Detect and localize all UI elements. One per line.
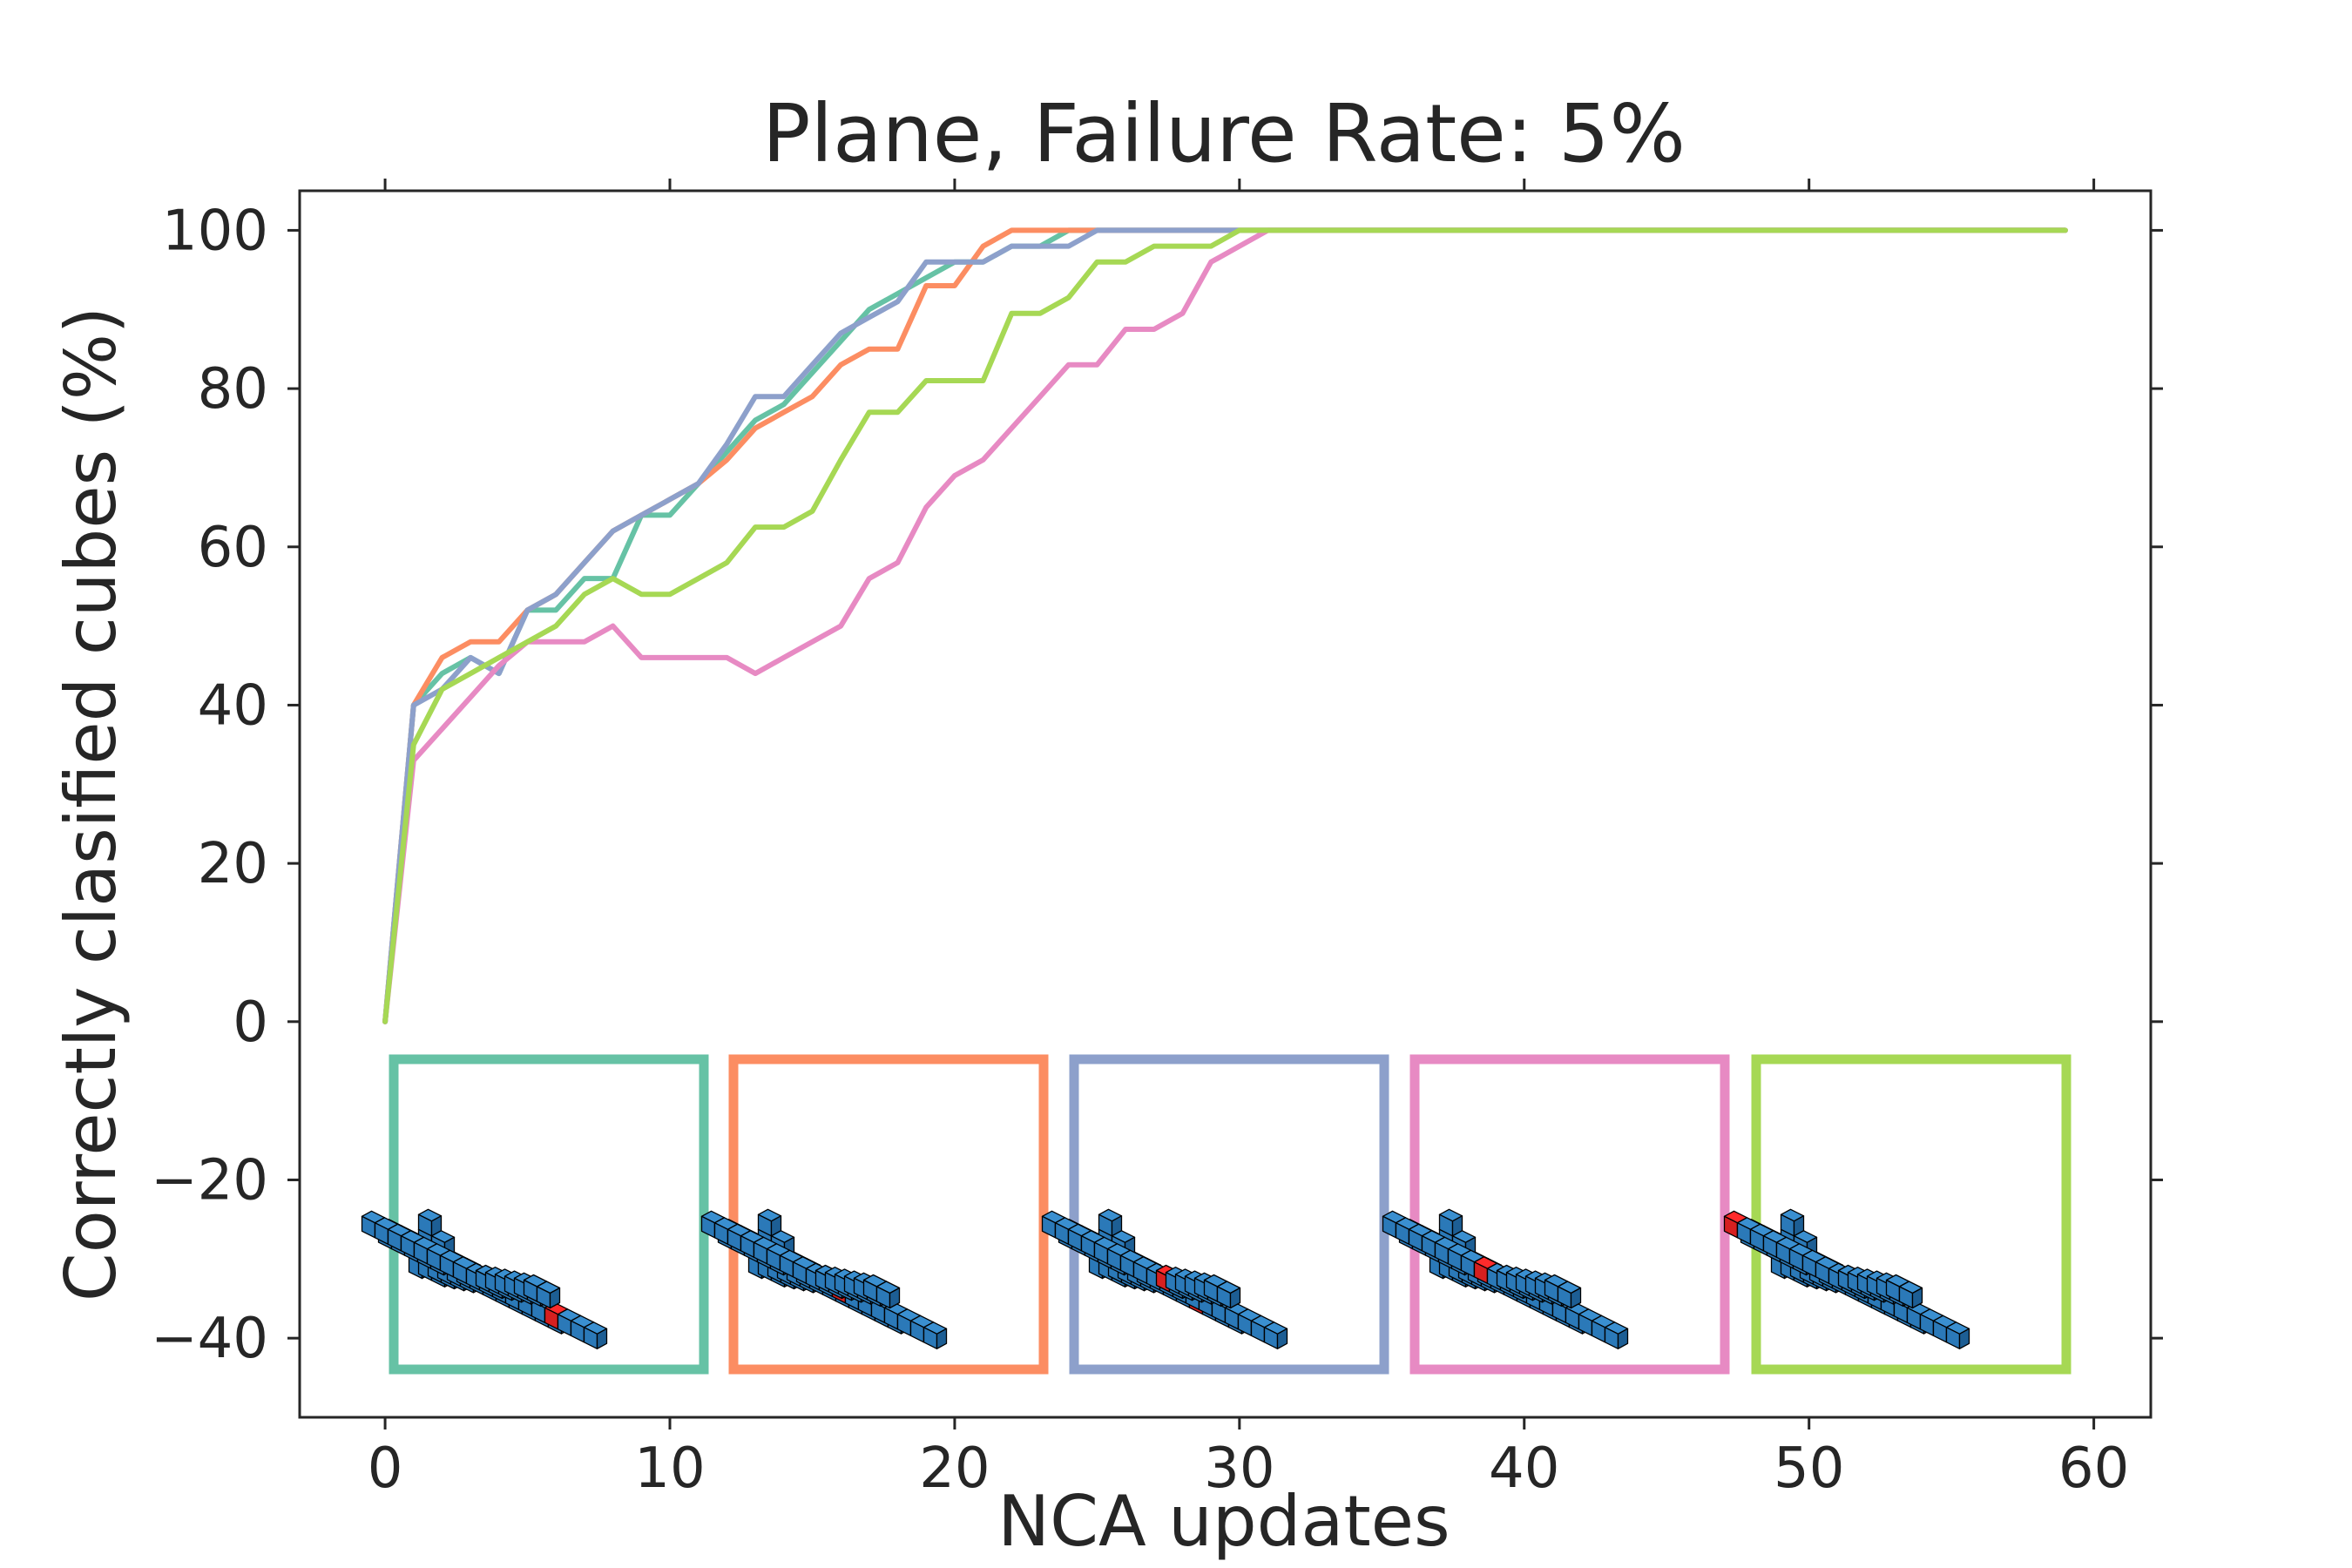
x-tick-label: 60 [2058, 1436, 2129, 1501]
y-tick-label: −40 [151, 1307, 268, 1371]
voxel-cube [1780, 1208, 1805, 1237]
x-tick-label: 30 [1204, 1436, 1274, 1501]
plot-frame [298, 189, 2153, 1419]
y-tick-label: 60 [198, 516, 268, 580]
chart-title: Plane, Failure Rate: 5% [762, 87, 1686, 180]
voxel-cube [583, 1321, 608, 1349]
voxel-cube [536, 1281, 561, 1309]
voxel-cube [875, 1281, 901, 1309]
series-line-run-5 [382, 227, 2068, 1024]
series-line-run-4 [382, 227, 2068, 1024]
voxel-cube [1438, 1208, 1463, 1237]
voxel-cube [757, 1208, 782, 1237]
inset-run-3 [1041, 1054, 1389, 1375]
voxel-cube [1557, 1281, 1582, 1309]
x-tick-label: 20 [919, 1436, 990, 1501]
voxel-cube [1945, 1321, 1970, 1349]
voxel-cube [1263, 1321, 1288, 1349]
x-tick-label: 50 [1774, 1436, 1844, 1501]
y-axis-label: Correctly clasified cubes (%) [51, 307, 132, 1301]
voxel-cube [1216, 1281, 1241, 1309]
x-tick-label: 40 [1489, 1436, 1559, 1501]
series-line-run-1 [382, 227, 2068, 1024]
inset-run-2 [700, 1054, 1049, 1375]
x-tick-label: 10 [634, 1436, 705, 1501]
voxel-cube [1898, 1281, 1923, 1309]
inset-run-4 [1382, 1054, 1730, 1375]
y-tick-label: 40 [198, 673, 268, 738]
voxel-cube [1604, 1321, 1629, 1349]
inset-layer [361, 1054, 2072, 1375]
x-tick-label: 0 [368, 1436, 403, 1501]
y-tick-label: 20 [198, 832, 268, 896]
series-line-run-2 [382, 227, 2068, 1024]
inset-run-5 [1723, 1054, 2072, 1375]
y-tick-label: 80 [198, 357, 268, 422]
y-tick-label: 0 [233, 990, 268, 1055]
y-tick-label: 100 [162, 199, 268, 263]
y-tick-label: −20 [151, 1148, 268, 1213]
x-axis-label: NCA updates [997, 1481, 1450, 1562]
series-layer [382, 227, 2068, 1024]
series-line-run-3 [382, 227, 2068, 1024]
voxel-cube [923, 1321, 948, 1349]
axis-ticks: 0 10 20 30 40 50 60 −40 −20 0 20 40 60 80 100 [151, 179, 2163, 1501]
inset-run-1 [361, 1054, 709, 1375]
